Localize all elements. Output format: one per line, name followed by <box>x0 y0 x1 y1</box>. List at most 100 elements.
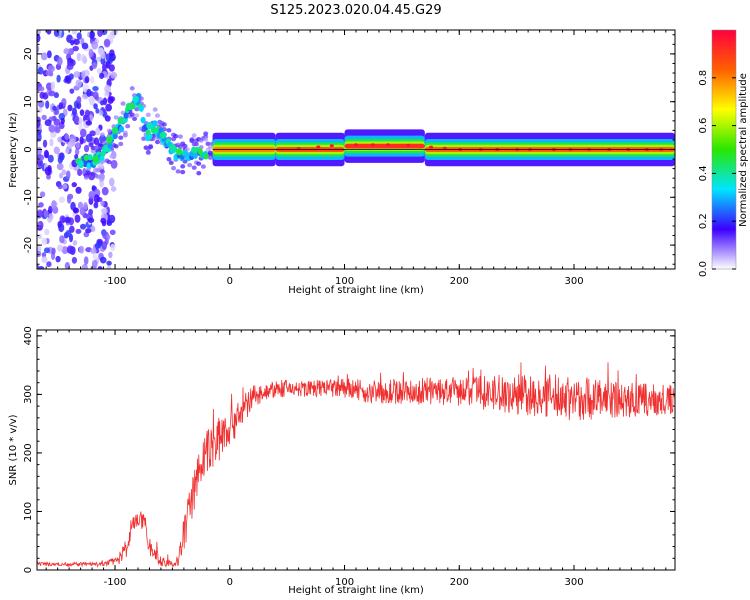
heatmap-cell <box>75 228 82 234</box>
heatmap-cell <box>442 146 447 150</box>
heatmap-cell <box>71 182 77 188</box>
heatmap-cell <box>37 33 41 43</box>
heatmap-cell <box>161 122 167 127</box>
heatmap-cell <box>85 133 93 143</box>
heatmap-cell <box>99 180 104 188</box>
heatmap-cell <box>75 186 82 194</box>
heatmap-cell <box>68 73 74 80</box>
heatmap-cell <box>59 172 64 179</box>
x-tick-label: 100 <box>335 577 354 588</box>
heatmap-cell <box>106 266 112 269</box>
heatmap-cell <box>79 207 86 216</box>
heatmap-cell <box>94 95 99 101</box>
heatmap-cell <box>44 166 52 176</box>
heatmap-cell <box>97 266 103 269</box>
snr-plot-area <box>37 330 675 570</box>
heatmap-cell <box>203 153 209 160</box>
colorbar-tick-label: 0.2 <box>698 213 709 229</box>
heatmap-cell <box>91 259 98 269</box>
heatmap-cell <box>169 143 176 151</box>
heatmap-cell <box>55 255 61 263</box>
heatmap-cell <box>85 228 92 234</box>
heatmap-cell <box>58 102 63 110</box>
heatmap-cell <box>145 150 151 155</box>
heatmap-cell <box>66 195 72 204</box>
heatmap-cell <box>75 79 82 88</box>
heatmap-cell <box>205 141 211 147</box>
heatmap-cell <box>70 39 75 46</box>
heatmap-cell <box>108 251 113 259</box>
heatmap-cell <box>46 30 52 35</box>
heatmap-cell <box>72 240 78 246</box>
heatmap-cell <box>76 32 82 40</box>
heatmap-cell <box>91 40 99 50</box>
heatmap-cell <box>88 96 95 103</box>
heatmap-cell <box>207 155 213 160</box>
heatmap-cell <box>166 128 172 133</box>
heatmap-cell <box>92 85 99 92</box>
heatmap-marks <box>37 30 675 269</box>
heatmap-cell <box>385 143 390 147</box>
heatmap-cell <box>203 131 209 136</box>
heatmap-cell <box>46 174 51 180</box>
x-tick-label: 300 <box>564 276 583 287</box>
heatmap-cell <box>406 143 411 147</box>
heatmap-cell <box>95 174 101 179</box>
heatmap-cell <box>109 177 115 187</box>
heatmap-cell <box>110 186 117 192</box>
heatmap-cell <box>92 62 98 70</box>
heatmap-cell <box>74 214 81 223</box>
heatmap-cell <box>50 81 56 91</box>
heatmap-cell <box>71 256 78 264</box>
heatmap-cell <box>101 208 108 215</box>
heatmap-cell <box>54 108 60 115</box>
heatmap-cell <box>51 247 56 255</box>
heatmap-cell <box>316 145 321 149</box>
heatmap-cell <box>93 103 98 110</box>
heatmap-cell <box>76 101 82 110</box>
heatmap-cell <box>64 216 71 224</box>
heatmap-cell <box>96 68 102 74</box>
heatmap-cell <box>152 107 158 112</box>
heatmap-cell <box>118 135 124 140</box>
heatmap-cell <box>72 45 79 52</box>
heatmap-cell <box>45 100 50 109</box>
heatmap-cell <box>37 107 43 113</box>
heatmap-cell <box>91 185 96 191</box>
spectrogram-y-ticks: -20 -10 0 10 20 <box>23 34 675 265</box>
heatmap-cell <box>99 72 105 79</box>
heatmap-cell <box>79 136 84 145</box>
heatmap-cell <box>145 112 151 118</box>
x-tick-label: 200 <box>450 577 469 588</box>
heatmap-cell <box>184 147 190 152</box>
y-tick-label: 0 <box>23 146 34 152</box>
heatmap-cell <box>43 210 49 218</box>
heatmap-cell <box>67 141 73 150</box>
colorbar-ticks: 0.0 0.2 0.4 0.6 0.8 <box>698 70 736 277</box>
heatmap-cell <box>107 34 115 41</box>
heatmap-cell <box>101 241 108 250</box>
snr-series-line <box>37 362 675 568</box>
x-tick-label: 300 <box>564 577 583 588</box>
heatmap-cell <box>100 217 107 224</box>
heatmap-cell <box>90 226 96 232</box>
heatmap-cell <box>51 200 57 209</box>
heatmap-cell <box>177 134 183 139</box>
snr-y-axis-label: SNR (10 * v/v) <box>8 414 19 485</box>
heatmap-cell <box>71 107 77 116</box>
heatmap-cell <box>69 88 75 94</box>
heatmap-cell <box>57 183 63 190</box>
heatmap-cell <box>61 183 68 190</box>
heatmap-cell <box>95 108 100 114</box>
heatmap-cell <box>40 52 48 61</box>
heatmap-cell <box>59 235 65 244</box>
y-tick-label: 100 <box>23 502 34 521</box>
heatmap-cell <box>129 112 135 117</box>
heatmap-cell <box>87 217 95 224</box>
heatmap-cell <box>89 248 97 254</box>
heatmap-cell <box>122 133 128 138</box>
heatmap-cell <box>86 88 92 97</box>
heatmap-cell <box>93 202 99 209</box>
